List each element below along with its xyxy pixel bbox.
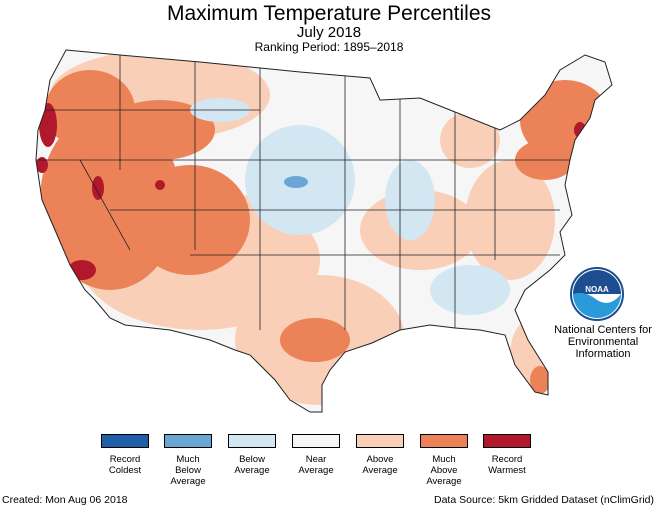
legend-label-5: Much Above Average [426,454,462,487]
legend-swatch-1 [164,434,212,448]
legend-label-0: Record Coldest [108,454,142,476]
ranking-period: Ranking Period: 1895–2018 [254,40,404,54]
legend-label-2: Below Average [234,454,270,476]
legend-swatch-0 [101,434,149,448]
legend-label-4: Above Average [362,454,398,476]
legend-label-1: Much Below Average [170,454,206,487]
noaa-logo-icon: NOAA [570,267,624,321]
map-title: Maximum Temperature Percentiles [166,2,492,25]
data-source: Data Source: 5km Gridded Dataset (nClimG… [434,494,654,506]
agency-name: National Centers for Environmental Infor… [554,324,652,360]
legend-swatch-4 [356,434,404,448]
map-subtitle: July 2018 [296,24,362,41]
legend-swatch-6 [483,434,531,448]
legend-swatch-3 [292,434,340,448]
legend-label-6: Record Warmest [488,454,526,476]
national-border [35,49,613,413]
created-date: Created: Mon Aug 06 2018 [2,494,128,506]
noaa-logo-text: NOAA [585,285,609,294]
legend-swatch-5 [420,434,468,448]
state-boundaries [36,50,570,340]
legend-swatch-2 [228,434,276,448]
legend-label-3: Near Average [298,454,334,476]
